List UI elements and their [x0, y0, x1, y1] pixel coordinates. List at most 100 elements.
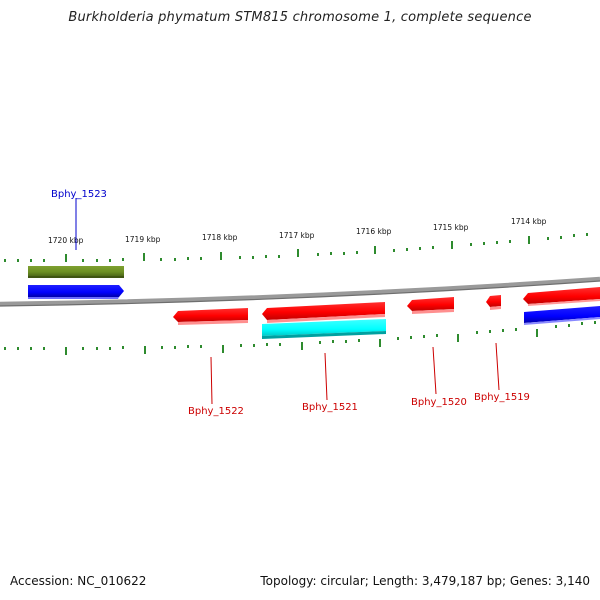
gene-bphy-1523-arrow[interactable]: gene-arrow-right-icon [28, 285, 124, 299]
tick-mark [43, 259, 45, 262]
leader-line-bphy-1521 [324, 352, 328, 401]
tick-mark [509, 240, 511, 243]
tick-mark [82, 347, 84, 350]
tick-mark [200, 345, 202, 348]
tick-mark [30, 347, 32, 350]
major-tick [536, 329, 538, 337]
tick-mark [330, 252, 332, 255]
kbp-label-1716: 1716 kbp [356, 227, 392, 236]
tick-mark [345, 340, 347, 343]
tick-mark [573, 234, 575, 237]
major-tick-1719 [143, 253, 145, 261]
tick-mark [240, 344, 242, 347]
topology-info-text: Topology: circular; Length: 3,479,187 bp… [260, 574, 590, 588]
gene-label-bphy-1523[interactable]: Bphy_1523 [51, 189, 107, 200]
gene-label-bphy-1521[interactable]: Bphy_1521 [302, 402, 358, 413]
map-title: Burkholderia phymatum STM815 chromosome … [68, 10, 532, 25]
tick-mark [187, 257, 189, 260]
major-tick-1718 [220, 252, 222, 260]
feature-cyan-bphy-1521[interactable] [262, 319, 386, 339]
gene-bphy-1520-arrow[interactable] [407, 297, 454, 314]
tick-mark [568, 324, 570, 327]
major-tick-1717 [297, 249, 299, 257]
tick-mark [122, 258, 124, 261]
tick-mark [122, 346, 124, 349]
gene-label-bphy-1522[interactable]: Bphy_1522 [188, 406, 244, 417]
gene-label-bphy-1520[interactable]: Bphy_1520 [411, 397, 467, 408]
tick-mark [4, 347, 6, 350]
kbp-label-1717: 1717 kbp [279, 231, 315, 240]
kbp-label-1719: 1719 kbp [125, 235, 161, 244]
kbp-label-1720: 1720 kbp [48, 236, 84, 245]
tick-mark [161, 346, 163, 349]
upper-tick-ring [4, 233, 588, 262]
tick-mark [200, 257, 202, 260]
tick-mark [406, 248, 408, 251]
major-tick-1720 [65, 254, 67, 262]
major-tick [144, 346, 146, 354]
tick-mark [239, 256, 241, 259]
kbp-label-1714: 1714 kbp [511, 217, 547, 226]
tick-mark [109, 347, 111, 350]
major-tick-1714 [528, 236, 530, 244]
tick-mark [393, 249, 395, 252]
tick-mark [419, 247, 421, 250]
tick-mark [410, 336, 412, 339]
tick-mark [515, 328, 517, 331]
tick-mark [4, 259, 6, 262]
tick-mark [483, 242, 485, 245]
tick-mark [397, 337, 399, 340]
major-tick [301, 342, 303, 350]
tick-mark [356, 251, 358, 254]
tick-mark [30, 259, 32, 262]
major-tick [457, 334, 459, 342]
tick-mark [174, 258, 176, 261]
gene-label-bphy-1519[interactable]: Bphy_1519 [474, 392, 530, 403]
tick-mark [160, 258, 162, 261]
tick-mark [252, 256, 254, 259]
accession-text: Accession: NC_010622 [10, 574, 147, 588]
tick-mark [343, 252, 345, 255]
tick-mark [187, 345, 189, 348]
tick-mark [266, 343, 268, 346]
tick-mark [560, 236, 562, 239]
leader-line-bphy-1519 [495, 342, 500, 391]
upper-major-ticks [65, 236, 530, 262]
kbp-label-1718: 1718 kbp [202, 233, 238, 242]
chromosome-backbone [0, 276, 600, 307]
tick-mark [502, 329, 504, 332]
kbp-labels: 1720 kbp 1719 kbp 1718 kbp 1717 kbp 1716… [48, 217, 547, 245]
tick-mark [253, 344, 255, 347]
tick-mark [96, 347, 98, 350]
gene-red-right-edge-upper[interactable] [523, 287, 600, 306]
gene-bphy-1521-arrow[interactable] [262, 302, 385, 323]
major-tick [65, 347, 67, 355]
major-tick-1715 [451, 241, 453, 249]
tick-mark [17, 259, 19, 262]
gene-bphy-1522-arrow[interactable]: gene-arrow-left-icon [173, 308, 248, 325]
chromosome-backbone-shade [0, 280, 600, 307]
major-tick [379, 339, 381, 347]
major-tick [222, 345, 224, 353]
tick-mark [96, 259, 98, 262]
leader-line-bphy-1520 [432, 346, 437, 395]
tick-mark [265, 255, 267, 258]
tick-mark [332, 340, 334, 343]
tick-mark [470, 243, 472, 246]
tick-mark [174, 346, 176, 349]
gene-blue-right-edge-lower[interactable] [524, 306, 600, 325]
tick-mark [496, 241, 498, 244]
tick-mark [436, 334, 438, 337]
tick-mark [319, 341, 321, 344]
tick-mark [555, 325, 557, 328]
tick-mark [43, 347, 45, 350]
tick-mark [279, 343, 281, 346]
gene-bphy-1519-arrow[interactable] [486, 295, 501, 310]
tick-mark [17, 347, 19, 350]
feature-olive-bphy-1523[interactable] [28, 266, 124, 278]
tick-mark [581, 322, 583, 325]
tick-mark [317, 253, 319, 256]
tick-mark [358, 339, 360, 342]
